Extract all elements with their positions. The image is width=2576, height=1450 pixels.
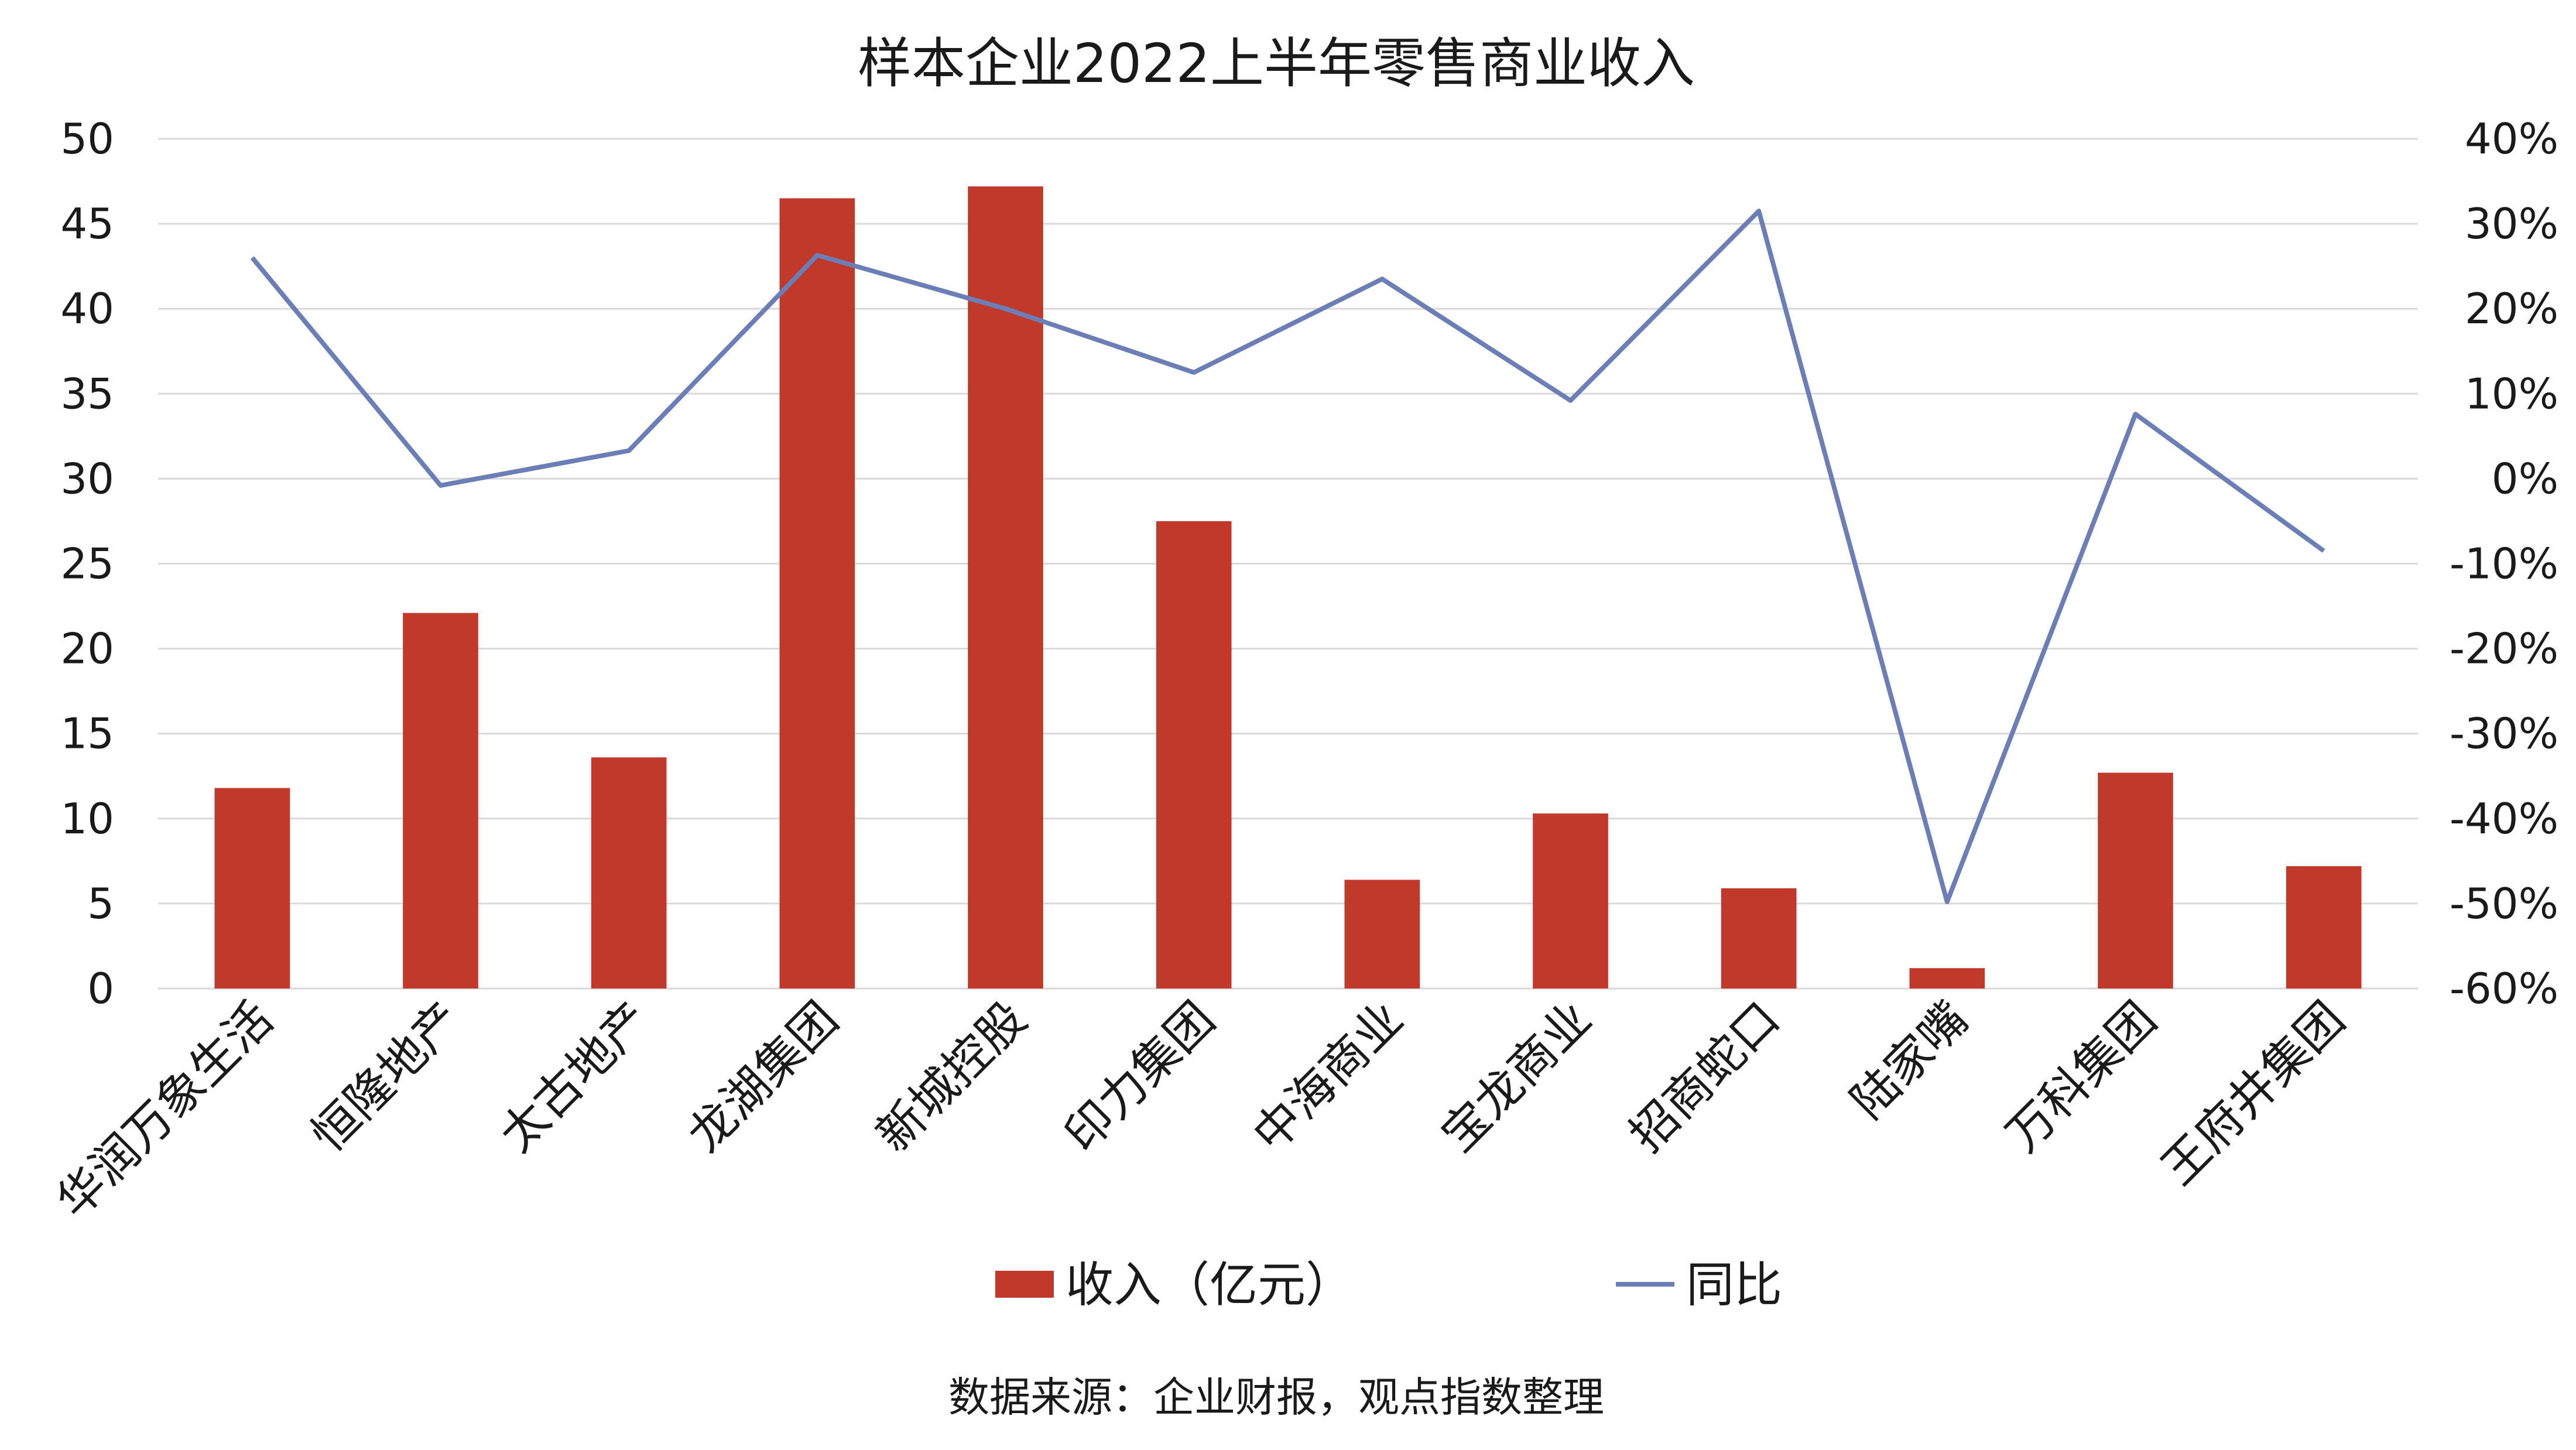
right-tick-label: 30% xyxy=(2465,199,2558,248)
right-tick-label: 10% xyxy=(2465,369,2558,418)
category-label-12: 王府井集团 xyxy=(2151,991,2355,1196)
bar-10 xyxy=(1909,968,1985,989)
category-label-7: 中海商业 xyxy=(1242,991,1413,1162)
right-tick-label: -40% xyxy=(2450,794,2558,843)
bar-2 xyxy=(403,613,478,989)
legend-label-revenue: 收入（亿元） xyxy=(1066,1257,1354,1313)
category-label-4: 龙湖集团 xyxy=(677,991,848,1162)
chart-title: 样本企业2022上半年零售商业收入 xyxy=(858,32,1695,95)
bar-3 xyxy=(591,757,667,989)
right-tick-label: 20% xyxy=(2465,284,2558,333)
right-tick-label: -10% xyxy=(2450,539,2558,589)
bar-7 xyxy=(1344,880,1420,989)
category-label-1: 华润万象生活 xyxy=(46,991,283,1229)
right-tick-label: -30% xyxy=(2450,709,2558,758)
right-tick-label: -60% xyxy=(2450,964,2558,1013)
category-label-3: 太古地产 xyxy=(489,991,660,1162)
legend-label-yoy: 同比 xyxy=(1686,1257,1782,1313)
source-note: 数据来源：企业财报，观点指数整理 xyxy=(948,1373,1604,1421)
left-tick-label: 15 xyxy=(60,709,114,758)
revenue-bars xyxy=(214,186,2362,989)
category-label-9: 招商蛇口 xyxy=(1619,991,1790,1162)
right-axis-ticks: -60% -50% -40% -30% -20% -10% 0% 10% 20% 30% 40% xyxy=(2450,114,2558,1013)
bar-4 xyxy=(779,198,855,989)
left-tick-label: 30 xyxy=(60,454,114,503)
left-tick-label: 45 xyxy=(60,199,114,248)
left-tick-label: 50 xyxy=(60,114,114,163)
bar-12 xyxy=(2286,866,2362,989)
right-tick-label: 40% xyxy=(2465,114,2558,163)
bar-5 xyxy=(968,186,1043,989)
left-tick-label: 40 xyxy=(60,284,114,333)
category-label-6: 印力集团 xyxy=(1054,991,1225,1162)
left-axis-ticks: 0 5 10 15 20 25 30 35 40 45 50 xyxy=(60,114,114,1013)
legend-swatch-revenue xyxy=(995,1271,1054,1298)
category-labels: 华润万象生活 恒隆地产 太古地产 龙湖集团 新城控股 印力集团 中海商业 宝龙商业 招商蛇口 陆家… xyxy=(46,991,2355,1229)
bar-8 xyxy=(1533,813,1608,989)
bar-9 xyxy=(1721,888,1797,989)
category-label-11: 万科集团 xyxy=(1996,991,2167,1162)
left-tick-label: 35 xyxy=(60,369,114,418)
left-tick-label: 25 xyxy=(60,539,114,589)
bar-6 xyxy=(1156,521,1232,989)
left-tick-label: 10 xyxy=(60,794,114,843)
bar-11 xyxy=(2098,772,2173,989)
category-label-2: 恒隆地产 xyxy=(301,991,472,1162)
category-label-5: 新城控股 xyxy=(866,991,1037,1162)
left-tick-label: 0 xyxy=(87,964,114,1013)
yoy-line xyxy=(250,208,2325,904)
gridlines xyxy=(158,138,2418,990)
legend: 收入（亿元） 同比 xyxy=(995,1257,1782,1313)
right-tick-label: 0% xyxy=(2492,454,2558,503)
left-tick-label: 5 xyxy=(87,879,114,928)
right-tick-label: -20% xyxy=(2450,624,2558,673)
bar-1 xyxy=(214,788,290,989)
category-label-8: 宝龙商业 xyxy=(1431,991,1602,1162)
category-label-10: 陆家嘴 xyxy=(1841,991,1978,1129)
right-tick-label: -50% xyxy=(2450,879,2558,928)
left-tick-label: 20 xyxy=(60,624,114,673)
